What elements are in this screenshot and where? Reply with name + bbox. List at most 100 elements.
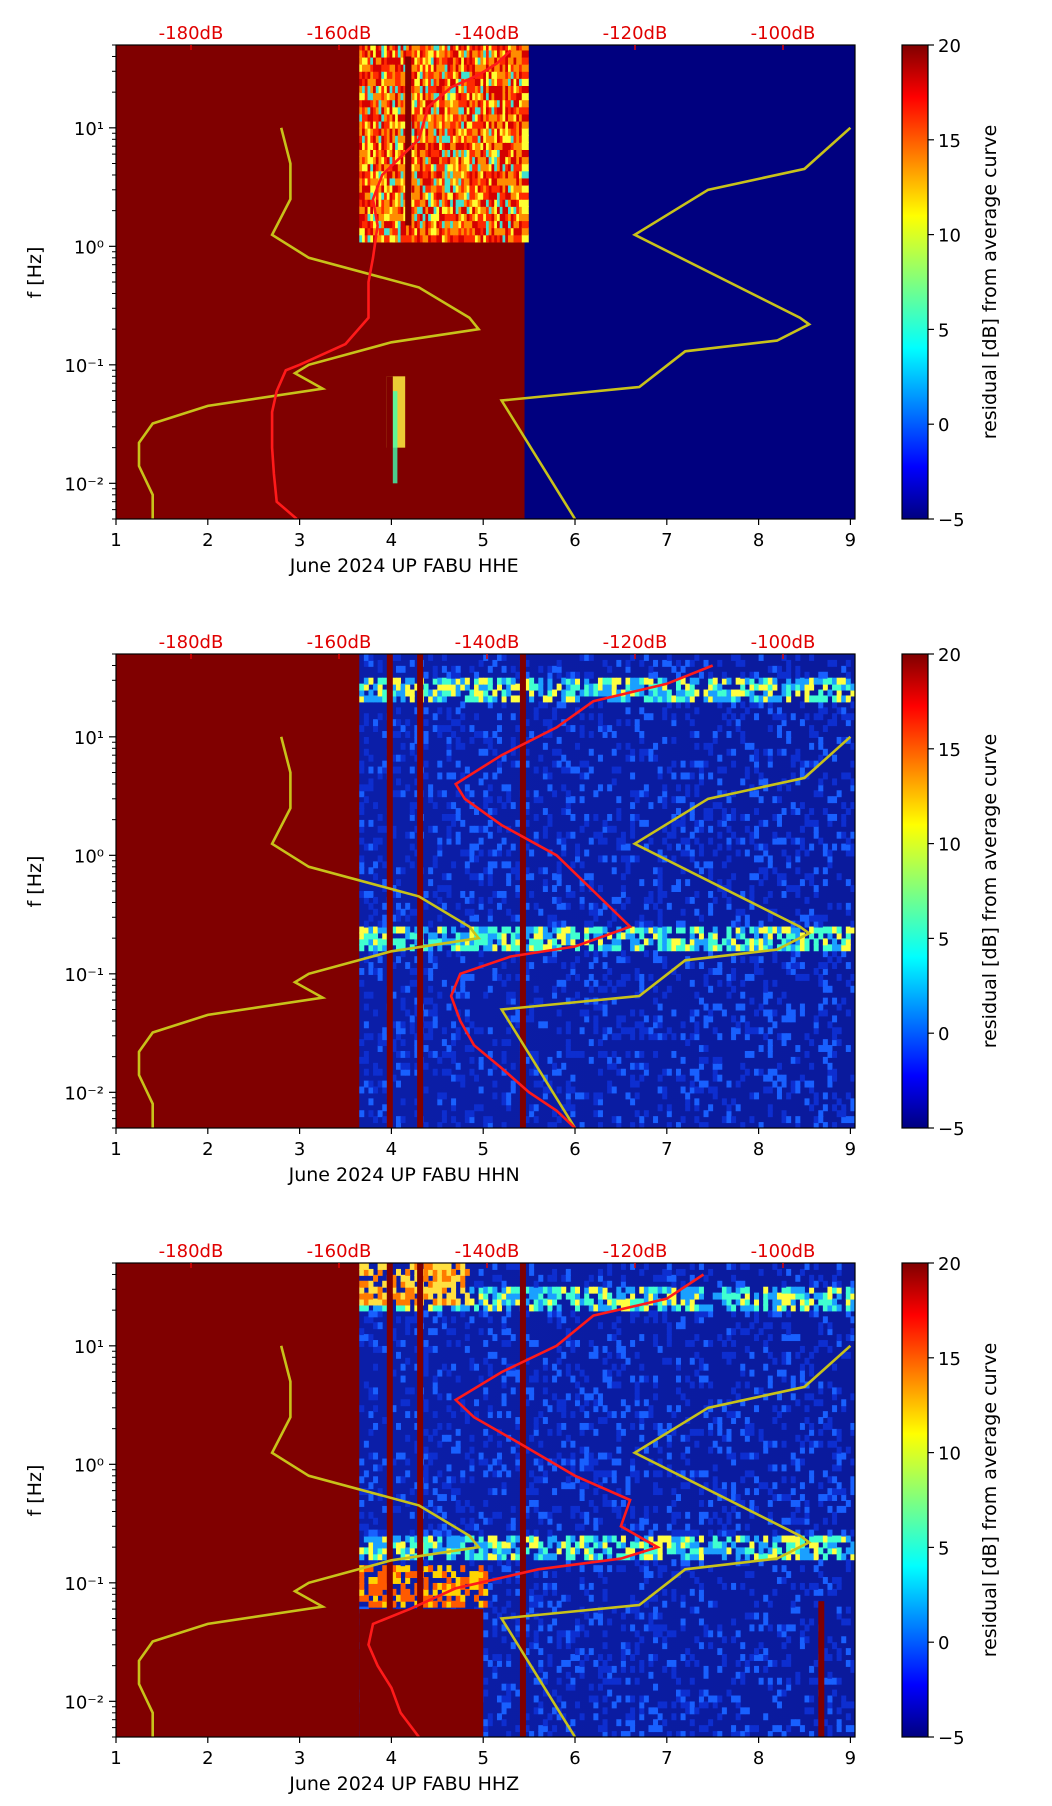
spectrogram-panel-3: 1 2 3 4 5 6 7 8 9 10⁻² 10⁻¹ 10⁰ 10¹ -180dB -160dB -140d… <box>24 1241 1001 1795</box>
x-tick-label: 1 <box>110 530 121 551</box>
x-tick-label: 4 <box>386 1139 397 1160</box>
x-tick-label: 5 <box>477 1748 488 1769</box>
x-tick-label: 1 <box>110 1139 121 1160</box>
y-tick-label: 10¹ <box>74 728 104 749</box>
data-gap <box>417 654 424 1128</box>
spectrogram-image <box>116 1263 855 1737</box>
y-tick-label: 10⁻¹ <box>64 356 104 377</box>
x-tick-label: 6 <box>569 530 580 551</box>
colorbar-tick-label: 20 <box>938 1254 961 1275</box>
colorbar-gradient <box>901 1262 929 1738</box>
top-axis-label: -100dB <box>751 632 816 653</box>
average-psd-line <box>367 1273 705 1737</box>
high-noise-model-line <box>499 126 852 519</box>
y-axis-title: f [Hz] <box>24 856 46 908</box>
colorbar-tick-label: 5 <box>938 320 949 341</box>
x-tick-label: 9 <box>845 530 856 551</box>
colorbar: 20 15 10 5 0 −5 residual [dB] from average cur… <box>901 1254 1001 1749</box>
low-noise-model-line <box>137 127 482 519</box>
low-noise-model-line <box>137 1345 482 1737</box>
x-tick-label: 4 <box>386 1748 397 1769</box>
top-axis-label: -160dB <box>307 632 372 653</box>
x-tick-label: 8 <box>753 1748 764 1769</box>
top-axis-label: -180dB <box>159 632 224 653</box>
colorbar-tick-label: 10 <box>938 226 961 247</box>
top-axis-label: -140dB <box>455 23 520 44</box>
y-tick-label: 10⁰ <box>74 846 104 867</box>
x-axis-title: June 2024 UP FABU HHZ <box>288 1773 519 1795</box>
x-tick-label: 2 <box>202 1748 213 1769</box>
y-tick-label: 10⁻¹ <box>64 965 104 986</box>
x-axis-title: June 2024 UP FABU HHN <box>288 1164 520 1186</box>
y-tick-label: 10¹ <box>74 119 104 140</box>
data-gap <box>405 56 412 226</box>
x-tick-label: 1 <box>110 1748 121 1769</box>
y-tick-label: 10¹ <box>74 1337 104 1358</box>
y-tick-label: 10⁻² <box>64 474 104 495</box>
data-gap <box>818 1601 825 1737</box>
average-psd-line <box>270 49 512 519</box>
colorbar-gradient <box>901 44 929 520</box>
x-tick-label: 5 <box>477 530 488 551</box>
colorbar-tick-label: 20 <box>938 645 961 666</box>
x-tick-label: 7 <box>661 530 672 551</box>
colorbar: 20 15 10 5 0 −5 residual [dB] from average cur… <box>901 645 1001 1140</box>
x-tick-label: 3 <box>294 1748 305 1769</box>
data-gap <box>417 1263 424 1737</box>
colorbar-gradient <box>901 653 929 1129</box>
colorbar-title: residual [dB] from average curve <box>979 734 1001 1049</box>
x-tick-label: 4 <box>386 530 397 551</box>
y-axis-title: f [Hz] <box>24 247 46 299</box>
top-axis-label: -140dB <box>455 1241 520 1262</box>
top-axis-label: -100dB <box>751 1241 816 1262</box>
spectrogram-panel-2: 1 2 3 4 5 6 7 8 9 10⁻² 10⁻¹ 10⁰ 10¹ -180dB -160dB -140d… <box>24 632 1001 1186</box>
colorbar-tick-label: 0 <box>938 1024 949 1045</box>
top-axis-label: -180dB <box>159 23 224 44</box>
x-tick-label: 8 <box>753 530 764 551</box>
spectrogram-image <box>116 654 855 1128</box>
spectrogram-panel-1: 1 2 3 4 5 6 7 8 9 10⁻² 10⁻¹ 10⁰ 10¹ -180dB -160dB -140d… <box>24 23 1001 577</box>
x-tick-label: 6 <box>569 1748 580 1769</box>
x-tick-label: 7 <box>661 1748 672 1769</box>
colorbar-tick-label: 10 <box>938 1444 961 1465</box>
colorbar-tick-label: 15 <box>938 1349 961 1370</box>
top-axis-label: -180dB <box>159 1241 224 1262</box>
top-axis-label: -120dB <box>603 1241 668 1262</box>
colorbar-tick-label: 5 <box>938 1538 949 1559</box>
x-tick-label: 9 <box>845 1139 856 1160</box>
x-tick-label: 9 <box>845 1748 856 1769</box>
x-tick-label: 7 <box>661 1139 672 1160</box>
colorbar-tick-label: 15 <box>938 131 961 152</box>
colorbar-tick-label: −5 <box>938 1119 965 1140</box>
y-tick-label: 10⁰ <box>74 1455 104 1476</box>
top-axis-label: -120dB <box>603 632 668 653</box>
colorbar-tick-label: 20 <box>938 36 961 57</box>
top-axis-label: -140dB <box>455 632 520 653</box>
low-noise-model-line <box>137 736 482 1128</box>
top-axis-label: -100dB <box>751 23 816 44</box>
colorbar-tick-label: −5 <box>938 1728 965 1749</box>
x-tick-label: 3 <box>294 1139 305 1160</box>
x-tick-label: 5 <box>477 1139 488 1160</box>
y-axis-title: f [Hz] <box>24 1465 46 1517</box>
x-axis-title: June 2024 UP FABU HHE <box>289 555 519 577</box>
data-gap <box>386 376 393 519</box>
x-tick-label: 6 <box>569 1139 580 1160</box>
data-gap <box>519 1263 526 1737</box>
y-tick-label: 10⁻¹ <box>64 1574 104 1595</box>
colorbar-tick-label: 0 <box>938 415 949 436</box>
colorbar-tick-label: 15 <box>938 740 961 761</box>
colorbar-tick-label: −5 <box>938 510 965 531</box>
colorbar-tick-label: 10 <box>938 835 961 856</box>
x-tick-label: 2 <box>202 530 213 551</box>
average-psd-line <box>449 664 714 1128</box>
spectrogram-image <box>116 45 855 519</box>
data-gap <box>386 654 393 1128</box>
data-gap <box>386 1263 393 1737</box>
y-tick-label: 10⁻² <box>64 1083 104 1104</box>
high-noise-model-line <box>499 1344 852 1737</box>
x-tick-label: 2 <box>202 1139 213 1160</box>
colorbar-tick-label: 0 <box>938 1633 949 1654</box>
colorbar-tick-label: 5 <box>938 929 949 950</box>
